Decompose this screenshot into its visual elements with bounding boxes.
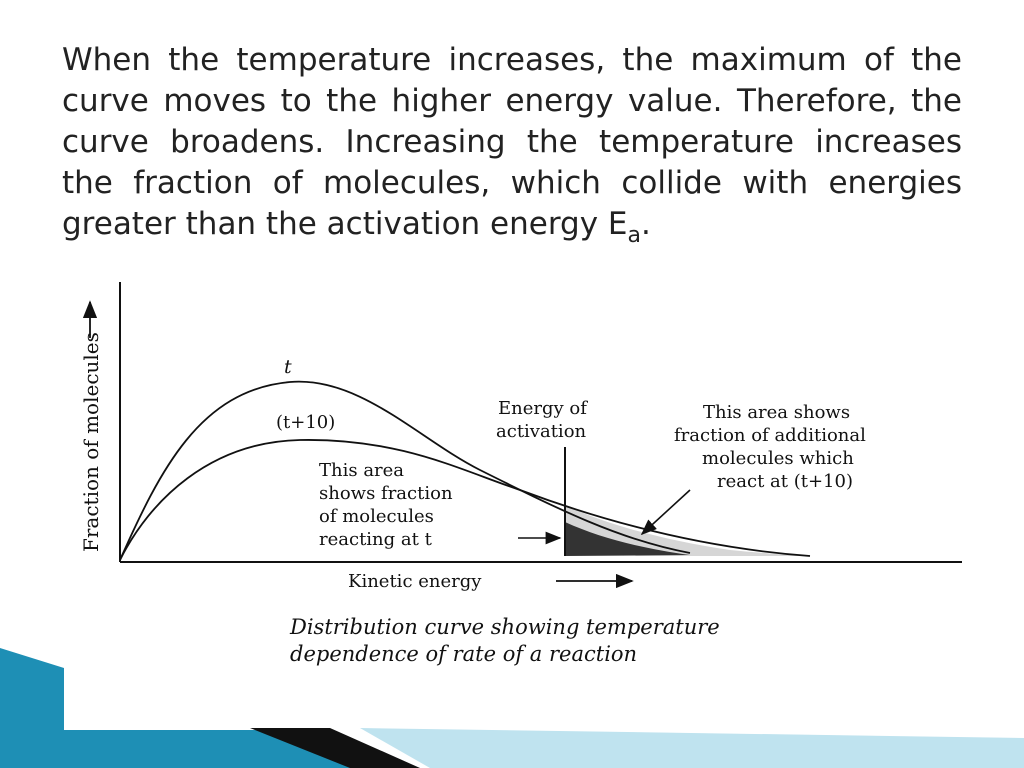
activation-label-line2: activation (496, 421, 587, 442)
area-t-line-3: of molecules (319, 506, 434, 527)
decor-dark-stripe (250, 728, 420, 768)
decor-light-stripe (360, 728, 1024, 768)
area-t-line-2: shows fraction (319, 483, 453, 504)
activation-subscript: a (627, 223, 641, 248)
curve-t (119, 380, 691, 561)
decor-teal-wedge (0, 648, 360, 768)
paragraph-end: . (641, 206, 651, 242)
x-axis-label: Kinetic energy (348, 571, 482, 592)
area-t10-arrow-icon (640, 489, 691, 536)
area-t-line-4: reacting at t (319, 529, 433, 550)
curve-t10-label: (t+10) (276, 412, 335, 433)
slide-paragraph: When the temperature increases, the maxi… (62, 40, 962, 248)
area-t-dark (565, 522, 690, 556)
curve-t-label: t (284, 356, 292, 378)
paragraph-text: When the temperature increases, the maxi… (62, 42, 962, 242)
caption-line-1: Distribution curve showing temperature (289, 615, 720, 639)
area-t-line-1: This area (319, 460, 404, 481)
y-axis-label: Fraction of molecules (79, 332, 103, 552)
activation-label-line1: Energy of (498, 398, 588, 419)
area-t10-line-3: molecules which (702, 448, 854, 469)
area-t10-line-2: fraction of additional (674, 425, 866, 446)
area-t10-line-1: This area shows (703, 402, 850, 423)
area-t10-line-4: react at (t+10) (717, 471, 853, 492)
curve-t10 (119, 439, 811, 561)
caption-line-2: dependence of rate of a reaction (290, 642, 637, 666)
